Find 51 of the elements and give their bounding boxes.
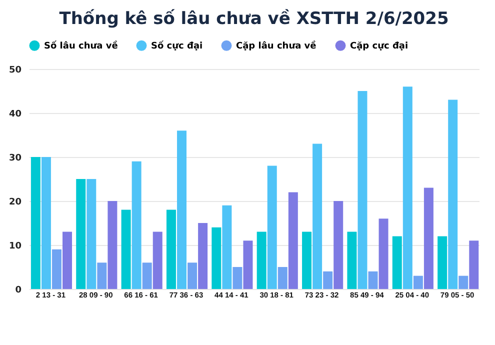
bar — [424, 188, 434, 289]
bar — [188, 262, 198, 289]
bar — [52, 249, 62, 289]
bar — [358, 91, 368, 289]
bar — [368, 271, 378, 289]
bar — [177, 130, 187, 289]
bar — [121, 210, 131, 289]
y-tick-label: 10 — [8, 242, 22, 252]
bar — [243, 240, 253, 289]
bar — [267, 166, 277, 289]
bar — [347, 232, 357, 289]
bar — [132, 161, 142, 289]
bar — [212, 227, 222, 289]
bar — [108, 201, 118, 289]
legend-label: Số lâu chưa về — [44, 40, 118, 52]
y-tick-label: 20 — [8, 198, 22, 208]
legend-label: Cặp cực đại — [350, 40, 408, 52]
bar — [392, 236, 402, 289]
bar — [62, 232, 72, 289]
bar — [438, 236, 448, 289]
bar — [166, 210, 176, 289]
bar — [312, 144, 322, 289]
bar — [323, 271, 333, 289]
bar — [97, 262, 107, 289]
bar — [278, 267, 288, 289]
y-tick-label: 0 — [15, 286, 22, 296]
legend-label: Số cực đại — [151, 40, 203, 52]
bar — [448, 100, 458, 289]
y-tick-label: 30 — [8, 154, 22, 164]
bar — [76, 179, 86, 289]
bar — [469, 240, 479, 289]
bar — [302, 232, 312, 289]
chart-title: Thống kê số lâu chưa về XSTTH 2/6/2025 — [59, 9, 449, 29]
y-tick-label: 50 — [8, 66, 22, 76]
bar — [458, 276, 468, 289]
bar — [222, 205, 232, 289]
bar — [402, 86, 412, 289]
bar — [142, 262, 152, 289]
bar — [378, 218, 388, 289]
y-tick-label: 40 — [8, 110, 22, 120]
bar — [413, 276, 423, 289]
bar — [198, 223, 208, 289]
bar — [334, 201, 344, 289]
bar — [86, 179, 96, 289]
bar — [232, 267, 242, 289]
bar — [288, 192, 298, 289]
bar — [152, 232, 162, 289]
bar — [41, 157, 51, 289]
legend-label: Cặp lâu chưa về — [236, 40, 316, 52]
bar — [256, 232, 266, 289]
bar — [30, 157, 40, 289]
